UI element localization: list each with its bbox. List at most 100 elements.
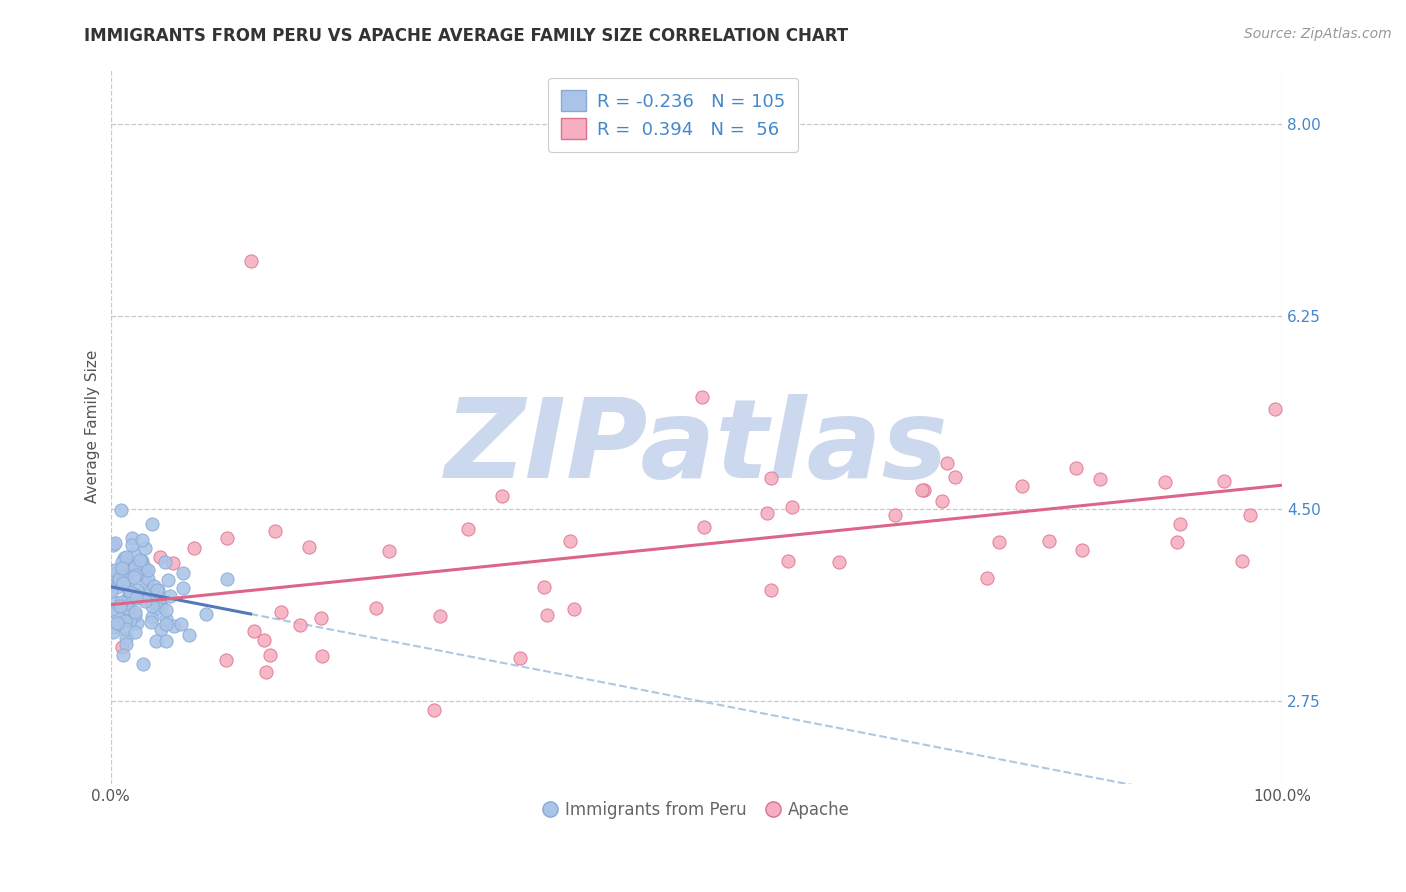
Point: [136, 563, 159, 577]
Point: [104, 563, 127, 577]
Point: [101, 602, 124, 616]
Point: [1213, 475, 1236, 489]
Point: [780, 500, 803, 515]
Point: [145, 596, 167, 610]
Point: [155, 634, 177, 648]
Point: [155, 612, 177, 626]
Point: [1071, 543, 1094, 558]
Point: [117, 591, 139, 605]
Point: [129, 552, 152, 566]
Point: [112, 608, 135, 623]
Point: [103, 594, 125, 608]
Point: [120, 585, 142, 599]
Point: [103, 620, 125, 634]
Point: [1170, 516, 1192, 531]
Point: [288, 618, 311, 632]
Point: [105, 580, 128, 594]
Point: [132, 657, 155, 671]
Point: [217, 572, 239, 586]
Point: [509, 651, 531, 665]
Point: [115, 623, 138, 637]
Point: [111, 648, 134, 662]
Point: [883, 508, 905, 523]
Point: [135, 575, 157, 590]
Point: [101, 624, 124, 639]
Point: [117, 582, 139, 596]
Point: [124, 605, 146, 619]
Point: [177, 628, 200, 642]
Point: [122, 547, 145, 561]
Point: [240, 254, 263, 268]
Point: [253, 633, 276, 648]
Point: [122, 562, 145, 576]
Point: [150, 622, 173, 636]
Point: [309, 610, 332, 624]
Point: [1166, 535, 1188, 549]
Point: [943, 470, 966, 484]
Point: [976, 571, 998, 585]
Point: [124, 561, 146, 575]
Point: [132, 560, 155, 574]
Point: [155, 555, 177, 569]
Point: [127, 615, 149, 630]
Point: [110, 576, 132, 591]
Point: [141, 610, 163, 624]
Point: [936, 457, 959, 471]
Point: [163, 619, 186, 633]
Point: [1230, 554, 1253, 568]
Point: [121, 532, 143, 546]
Point: [761, 471, 783, 485]
Point: [1154, 475, 1177, 489]
Point: [111, 576, 134, 591]
Point: [159, 589, 181, 603]
Point: [103, 564, 125, 578]
Text: ZIPatlas: ZIPatlas: [444, 394, 948, 501]
Point: [108, 617, 131, 632]
Text: Source: ZipAtlas.com: Source: ZipAtlas.com: [1244, 27, 1392, 41]
Point: [143, 579, 166, 593]
Point: [558, 534, 581, 549]
Legend: Immigrants from Peru, Apache: Immigrants from Peru, Apache: [536, 794, 856, 825]
Point: [111, 572, 134, 586]
Point: [122, 570, 145, 584]
Point: [141, 516, 163, 531]
Point: [134, 594, 156, 608]
Point: [124, 559, 146, 574]
Point: [131, 554, 153, 568]
Point: [134, 591, 156, 605]
Point: [101, 569, 124, 583]
Point: [118, 591, 141, 605]
Point: [134, 541, 156, 556]
Point: [110, 503, 132, 517]
Y-axis label: Average Family Size: Average Family Size: [86, 350, 100, 503]
Point: [155, 603, 177, 617]
Point: [125, 568, 148, 582]
Point: [1011, 479, 1033, 493]
Point: [121, 538, 143, 552]
Point: [1088, 472, 1111, 486]
Point: [457, 522, 479, 536]
Point: [150, 599, 173, 613]
Point: [125, 591, 148, 605]
Point: [254, 665, 277, 680]
Point: [112, 577, 135, 591]
Point: [124, 587, 146, 601]
Point: [105, 615, 128, 630]
Point: [828, 555, 851, 569]
Point: [1239, 508, 1261, 522]
Point: [172, 582, 194, 596]
Point: [215, 653, 238, 667]
Point: [429, 609, 451, 624]
Point: [533, 580, 555, 594]
Point: [115, 598, 138, 612]
Point: [693, 520, 716, 534]
Point: [217, 531, 239, 545]
Point: [117, 601, 139, 615]
Point: [127, 588, 149, 602]
Point: [141, 599, 163, 613]
Point: [378, 544, 401, 558]
Point: [149, 549, 172, 564]
Point: [141, 615, 163, 629]
Point: [125, 582, 148, 597]
Point: [156, 573, 179, 587]
